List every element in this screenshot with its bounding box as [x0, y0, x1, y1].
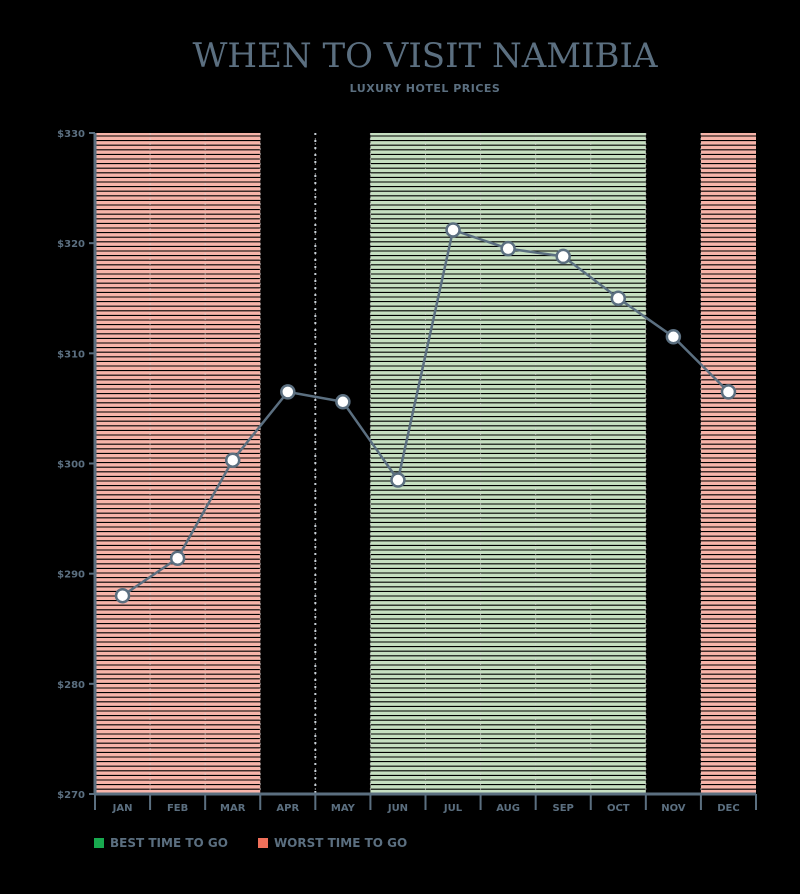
data-point — [390, 472, 406, 488]
x-tick-label: FEB — [167, 803, 188, 814]
y-tick-label: $310 — [57, 349, 85, 360]
legend-label-best: BEST TIME TO GO — [110, 836, 228, 850]
x-tick-label: DEC — [717, 803, 739, 814]
x-tick-label: JAN — [112, 803, 133, 814]
legend-label-worst: WORST TIME TO GO — [273, 836, 408, 850]
band-hatch-1 — [370, 135, 646, 795]
legend-item-worst: WORST TIME TO GO — [257, 836, 408, 850]
data-point — [555, 248, 571, 265]
x-tick-label: JUN — [387, 803, 408, 814]
band-hatch-0 — [95, 135, 261, 795]
data-point — [445, 222, 461, 238]
x-tick-label: AUG — [496, 803, 520, 814]
y-tick-label: $270 — [57, 790, 85, 801]
series-line — [121, 228, 730, 597]
legend-item-best: BEST TIME TO GO — [94, 836, 228, 850]
data-point — [665, 329, 682, 345]
x-tick-label: JUL — [443, 803, 463, 814]
x-tick-label: OCT — [607, 803, 630, 814]
y-tick-label: $320 — [57, 239, 85, 250]
legend: BEST TIME TO GO WORST TIME TO GO — [94, 836, 407, 850]
x-tick-label: MAY — [331, 803, 356, 814]
data-point — [169, 550, 186, 566]
y-tick-label: $300 — [57, 460, 85, 471]
legend-swatch-worst — [257, 838, 268, 848]
data-point — [500, 240, 516, 257]
data-point — [280, 384, 296, 400]
x-tick-label: MAR — [220, 803, 246, 814]
data-point — [335, 394, 351, 410]
x-tick-label: APR — [276, 803, 299, 814]
y-tick-label: $290 — [57, 570, 85, 581]
chart-subtitle: LUXURY HOTEL PRICES — [349, 82, 501, 95]
x-tick-label: SEP — [553, 803, 574, 814]
band-hatch-2 — [700, 135, 756, 795]
data-point — [720, 384, 737, 400]
x-tick-label: NOV — [661, 803, 686, 814]
legend-swatch-best — [94, 838, 104, 848]
data-point — [114, 587, 131, 604]
data-point — [224, 452, 241, 468]
data-point — [610, 290, 627, 306]
chart-title: WHEN TO VISIT NAMIBIA — [192, 36, 658, 76]
y-tick-label: $330 — [57, 129, 85, 140]
y-tick-label: $280 — [57, 680, 85, 691]
